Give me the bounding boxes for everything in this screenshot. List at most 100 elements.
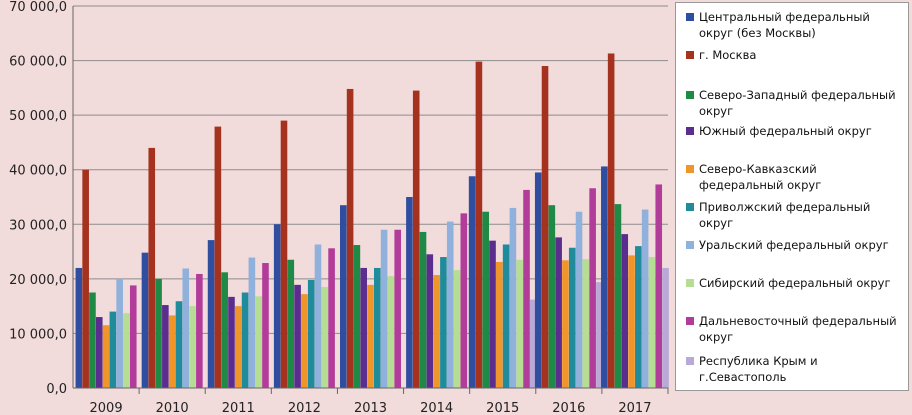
y-tick-label: 60 000,0 [9,55,67,70]
bar [102,325,110,388]
bar [221,272,228,388]
bar [516,259,524,388]
legend-item: Северо-Кавказский федеральный округ [686,161,904,193]
legend-swatch [686,165,694,173]
legend-label: Приволжский федеральный округ [699,200,871,230]
x-tick-label: 2013 [354,401,387,415]
bar [555,237,562,388]
bar [287,259,295,388]
bar [89,292,96,388]
bar [95,317,103,388]
bar [568,247,576,388]
legend-swatch [686,357,694,365]
bars [75,53,669,389]
bar [433,275,440,388]
bar [601,166,608,388]
bar [380,229,388,388]
bar [314,244,322,388]
legend-item: Сибирский федеральный округ [686,275,904,291]
bar [155,278,162,388]
bar [255,296,262,388]
bar [116,278,123,388]
legend-label: Республика Крым и г.Севастополь [699,354,818,384]
bar [662,267,669,388]
bar [575,211,583,388]
bar [607,53,615,388]
bar [453,270,461,388]
legend-swatch [686,279,694,287]
bar [340,205,347,388]
grid-lines [73,5,668,334]
bar [182,268,190,388]
bar [168,315,176,388]
bar [129,285,137,388]
y-tick-label: 40 000,0 [9,164,67,179]
bar [523,189,530,388]
bar [273,224,281,388]
bar [207,240,215,388]
legend-swatch [686,127,694,135]
legend: Центральный федеральный округ (без Москв… [675,2,909,391]
bar [280,120,288,388]
legend-swatch [686,13,694,21]
bar [148,147,156,388]
legend-item: Дальневосточный федеральный округ [686,313,904,345]
bar [294,284,301,388]
bar [360,267,367,388]
bar [406,197,413,388]
bar [262,263,269,388]
bar [534,172,542,388]
bar [426,254,434,388]
bar [621,234,629,388]
legend-label: Сибирский федеральный округ [699,276,891,290]
legend-label: Центральный федеральный округ (без Москв… [699,10,870,40]
bar [562,260,569,388]
legend-label: Уральский федеральный округ [699,238,889,252]
legend-label: Дальневосточный федеральный округ [699,314,897,344]
y-tick-label: 70 000,0 [9,0,67,15]
bar [541,66,549,389]
bar [468,176,476,388]
bar [387,276,395,388]
legend-item: Приволжский федеральный округ [686,199,904,231]
legend-item: г. Москва [686,47,904,63]
bar [75,267,83,388]
x-tick-label: 2014 [420,401,453,415]
bar [374,267,381,388]
bar [548,205,556,388]
legend-item: Центральный федеральный округ (без Москв… [686,9,904,41]
bar [496,261,503,388]
x-tick-label: 2010 [156,401,189,415]
bar [196,273,203,388]
legend-item: Уральский федеральный округ [686,237,904,253]
bar [596,282,603,388]
legend-swatch [686,317,694,325]
bar [353,245,361,388]
bar [228,296,235,388]
bar [641,209,649,388]
legend-label: Северо-Кавказский федеральный округ [699,162,822,192]
y-tick-label: 20 000,0 [9,273,67,288]
legend-item: Республика Крым и г.Севастополь [686,353,904,385]
legend-item: Южный федеральный округ [686,123,904,139]
legend-label: Северо-Западный федеральный округ [699,88,896,118]
bar [635,246,642,388]
bar [248,257,256,388]
bar [189,306,196,388]
x-tick-label: 2015 [486,401,519,415]
bar [367,284,374,388]
y-tick-label: 50 000,0 [9,109,67,124]
bar [589,188,596,388]
x-tick-label: 2017 [618,401,651,415]
legend-swatch [686,51,694,59]
bar [482,211,490,388]
bar [141,252,149,388]
y-tick-labels: 0,0 10 000,0 20 000,0 30 000,0 40 000,0 50 00… [9,0,67,397]
legend-item: Северо-Западный федеральный округ [686,87,904,119]
bar [321,287,329,388]
legend-swatch [686,203,694,211]
legend-label: г. Москва [699,48,757,62]
bar [446,221,454,388]
bar [109,311,117,388]
